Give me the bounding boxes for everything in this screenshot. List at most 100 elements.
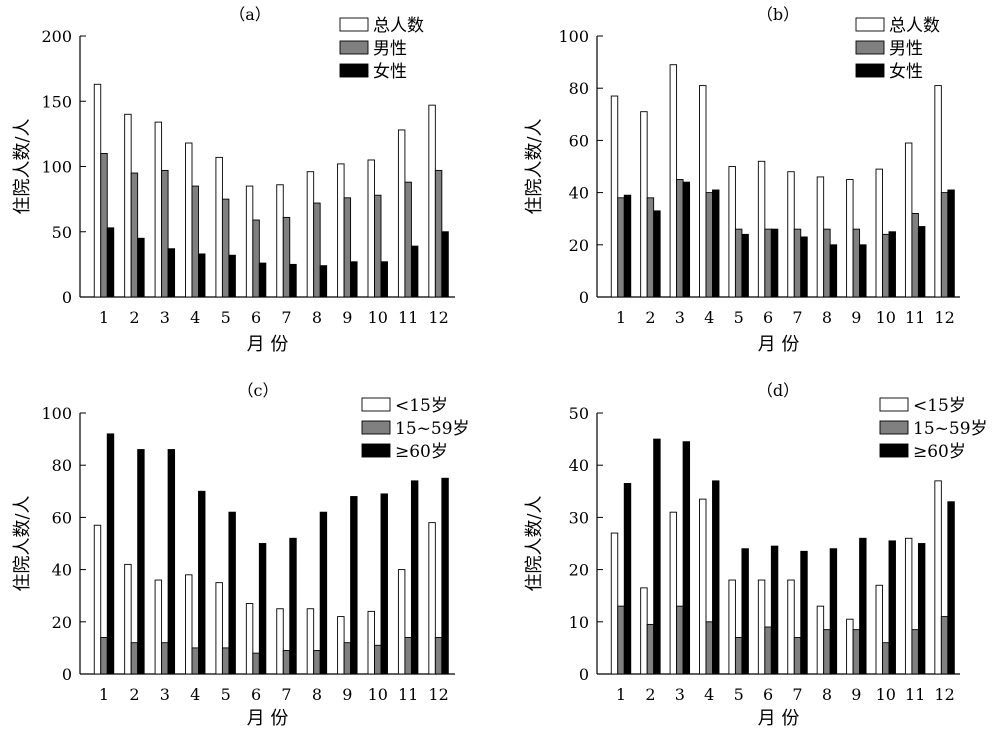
bar-c-s3-m2: [137, 449, 145, 675]
bar-a-s3-m9: [350, 261, 358, 298]
bar-c-s2-m12: [434, 637, 443, 675]
bar-c-s1-m12: [428, 522, 436, 675]
bar-a-s1-m6: [245, 185, 254, 298]
bar-a-s1-m8: [306, 171, 315, 298]
bar-a-s1-m11: [397, 129, 406, 298]
bar-d-s3-m5: [741, 548, 749, 675]
bar-d-s1-m1: [610, 532, 619, 675]
bar-b-s3-m6: [770, 228, 779, 298]
x-tick-label-c: 9: [342, 685, 352, 704]
legend-label-d-2: 15~59岁: [913, 419, 988, 439]
bar-b-s1-m7: [787, 171, 795, 298]
x-tick-label-c: 1: [99, 685, 109, 704]
bar-a-s2-m4: [191, 185, 199, 298]
bar-a-s2-m2: [130, 172, 139, 298]
y-tick-label-d: 10: [569, 613, 589, 632]
bar-d-s1-m4: [699, 498, 707, 675]
bar-b-s1-m9: [846, 179, 854, 298]
bar-c-s3-m8: [319, 511, 328, 675]
bar-b-s2-m1: [617, 197, 625, 298]
panel-title-c: （c）: [238, 381, 279, 400]
x-tick-label-a: 6: [251, 308, 261, 327]
bar-d-s3-m10: [888, 540, 896, 675]
bar-b-s2-m4: [705, 192, 713, 298]
bar-b-s1-m2: [640, 111, 648, 298]
bar-d-s2-m3: [676, 605, 684, 675]
legend-swatch-c-3: [361, 443, 391, 458]
bar-a-s2-m9: [343, 197, 352, 298]
bar-b-s1-m6: [757, 160, 766, 298]
bar-a-s2-m5: [221, 198, 230, 298]
bar-c-s3-m10: [380, 493, 388, 675]
y-tick-label-a: 200: [41, 27, 72, 46]
bar-d-s2-m10: [882, 642, 890, 675]
x-axis-title-b: 月 份: [758, 334, 800, 355]
y-tick-label-a: 150: [41, 92, 72, 111]
bar-b-s1-m11: [904, 142, 913, 298]
x-tick-label-b: 2: [645, 308, 655, 327]
bar-d-s1-m9: [846, 618, 854, 675]
bar-c-s3-m5: [228, 511, 236, 675]
legend-label-a-3: 女性: [373, 62, 407, 82]
bar-a-s2-m6: [252, 219, 260, 298]
x-tick-label-b: 9: [851, 308, 861, 327]
bar-c-s2-m5: [221, 647, 230, 675]
bar-a-s3-m7: [289, 263, 297, 298]
x-tick-label-a: 10: [368, 308, 388, 327]
legend-swatch-a-3: [339, 63, 369, 78]
bar-c-s3-m9: [350, 496, 358, 675]
legend-swatch-b-1: [855, 17, 885, 32]
x-tick-label-a: 5: [221, 308, 231, 327]
bar-b-s2-m9: [852, 228, 861, 298]
x-tick-label-a: 9: [342, 308, 352, 327]
x-tick-label-a: 3: [160, 308, 170, 327]
bar-c-s3-m12: [441, 477, 449, 675]
y-tick-label-a: 50: [52, 223, 72, 242]
bar-c-s2-m8: [313, 650, 321, 675]
bar-d-s1-m12: [934, 480, 942, 675]
bar-b-s3-m12: [947, 189, 955, 298]
bar-b-s3-m2: [653, 210, 661, 298]
x-tick-label-c: 8: [312, 685, 322, 704]
x-tick-label-d: 9: [851, 685, 861, 704]
legend-label-b-1: 总人数: [889, 16, 940, 36]
bar-d-s1-m5: [728, 579, 736, 675]
bar-a-s3-m4: [198, 253, 206, 298]
bar-c-s1-m1: [93, 524, 102, 675]
y-axis-title-c: 住院人数/人: [12, 495, 33, 591]
x-tick-label-a: 1: [99, 308, 109, 327]
bar-b-s3-m8: [829, 244, 838, 298]
x-tick-label-b: 10: [876, 308, 896, 327]
x-tick-label-d: 1: [616, 685, 626, 704]
bar-b-s2-m2: [646, 197, 655, 298]
bar-a-s3-m5: [228, 254, 236, 298]
bar-b-s2-m6: [764, 228, 772, 298]
x-tick-label-b: 1: [616, 308, 626, 327]
x-tick-label-b: 8: [822, 308, 832, 327]
x-tick-label-c: 10: [368, 685, 388, 704]
x-tick-label-c: 7: [281, 685, 291, 704]
x-tick-label-d: 2: [645, 685, 655, 704]
y-tick-label-d: 0: [579, 665, 589, 684]
bar-a-s1-m12: [428, 104, 436, 298]
legend-label-b-3: 女性: [889, 62, 923, 82]
bar-b-s3-m9: [859, 244, 867, 298]
bar-c-s2-m11: [404, 637, 412, 675]
bar-b-s3-m3: [682, 181, 691, 298]
bar-b-s3-m11: [917, 226, 926, 298]
bar-d-s1-m2: [640, 587, 648, 675]
x-tick-label-d: 6: [763, 685, 773, 704]
bar-d-s3-m9: [859, 537, 867, 675]
bar-b-s1-m8: [816, 176, 825, 298]
bar-b-s1-m5: [728, 166, 736, 298]
bar-d-s1-m7: [787, 579, 795, 675]
y-tick-label-d: 50: [569, 404, 589, 423]
bar-d-s3-m3: [682, 441, 691, 675]
bar-d-s3-m12: [947, 501, 955, 675]
bar-b-s2-m10: [882, 233, 890, 298]
bar-c-s3-m11: [410, 480, 419, 675]
bar-a-s2-m3: [161, 169, 169, 298]
bar-b-s2-m3: [676, 179, 684, 298]
